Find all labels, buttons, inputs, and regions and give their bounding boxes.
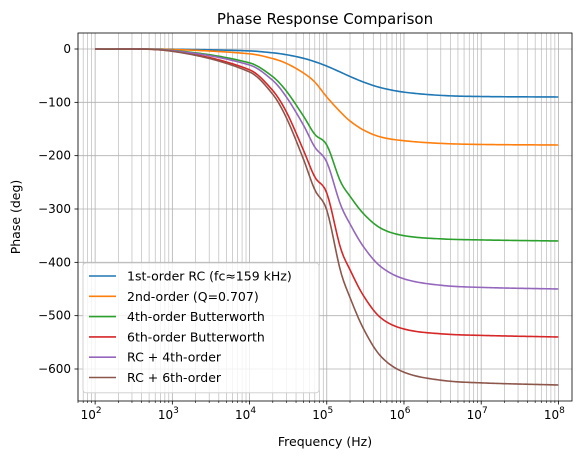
plot-frame (77, 32, 573, 402)
legend-label: RC + 4th-order (127, 350, 222, 365)
x-tick-label: 103 (158, 406, 179, 422)
y-axis-label: Phase (deg) (8, 180, 23, 255)
y-tick-label: −600 (38, 362, 71, 376)
y-tick-label: −200 (38, 149, 71, 163)
legend-label: 2nd-order (Q=0.707) (127, 289, 259, 304)
y-tick-label: −100 (38, 95, 71, 109)
x-tick-label: 108 (544, 406, 565, 422)
legend-label: 1st-order RC (fc≈159 kHz) (127, 269, 292, 284)
x-tick-label: 104 (235, 406, 256, 422)
legend-label: RC + 6th-order (127, 370, 222, 385)
legend-box (82, 262, 320, 394)
legend-label: 4th-order Butterworth (127, 309, 265, 324)
y-tick-label: −400 (38, 255, 71, 269)
x-axis-label: Frequency (Hz) (278, 434, 372, 449)
x-tick-label: 107 (467, 406, 488, 422)
legend-label: 6th-order Butterworth (127, 329, 265, 344)
x-tick-label: 102 (81, 406, 102, 422)
legend: 1st-order RC (fc≈159 kHz) 2nd-order (Q=0.… (82, 262, 320, 394)
chart-title: Phase Response Comparison (217, 10, 433, 28)
y-tick-label: −500 (38, 309, 71, 323)
y-tick-label: −300 (38, 202, 71, 216)
series-line (95, 48, 559, 386)
series-layer (95, 48, 559, 386)
y-tick-label: 0 (63, 42, 71, 56)
x-tick-label: 106 (389, 406, 410, 422)
series-line (95, 48, 559, 146)
x-tick-label: 105 (312, 406, 333, 422)
